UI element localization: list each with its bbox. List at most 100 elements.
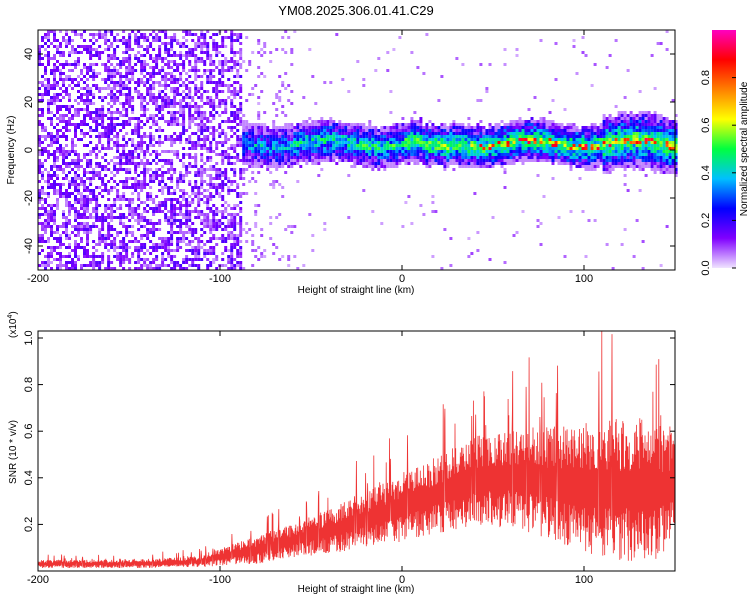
spectrogram-cell (422, 135, 426, 138)
spectrogram-cell (53, 159, 56, 162)
spectrogram-cell (419, 147, 423, 150)
spectrogram-cell (134, 42, 138, 45)
spectrogram-cell (77, 243, 80, 246)
spectrogram-cell (494, 132, 498, 135)
spectrogram-cell (353, 129, 357, 132)
spectrogram-cell (422, 213, 426, 216)
spectrogram-cell (425, 150, 429, 153)
spectrogram-cell (527, 147, 531, 150)
spectrogram-cell (134, 210, 138, 213)
spectrogram-cell (83, 213, 86, 216)
spectrogram-cell (362, 156, 366, 159)
spectrogram-cell (428, 129, 432, 132)
spectrogram-cell (236, 249, 240, 252)
spectrogram-cell (38, 60, 41, 63)
spectrogram-cell (185, 87, 189, 90)
spectrogram-cell (344, 153, 348, 156)
spectrogram-cell (551, 99, 555, 102)
spectrogram-cell (305, 162, 309, 165)
spectrogram-cell (524, 126, 528, 129)
spectrogram-cell (170, 204, 174, 207)
spectrogram-cell (464, 150, 468, 153)
spectrogram-cell (455, 147, 459, 150)
spectrogram-cell (242, 150, 246, 153)
spectrogram-cell (236, 159, 240, 162)
spectrogram-cell (233, 162, 237, 165)
spectrogram-cell (53, 126, 56, 129)
spectrogram-cell (566, 147, 570, 150)
spectrogram-cell (386, 165, 390, 168)
spectrogram-cell (137, 255, 141, 258)
spectrogram-cell (476, 99, 480, 102)
spectrogram-cell (233, 228, 237, 231)
spectrogram-cell (173, 210, 177, 213)
spectrogram-cell (86, 153, 89, 156)
spectrogram-cell (197, 75, 201, 78)
spectrogram-cell (71, 141, 74, 144)
spectrogram-cell (413, 147, 417, 150)
spectrogram-cell (512, 129, 516, 132)
spectrogram-cell (215, 183, 219, 186)
spectrogram-cell (524, 135, 528, 138)
spectrogram-cell (134, 147, 138, 150)
spectrogram-cell (590, 123, 594, 126)
spectrogram-cell (455, 159, 459, 162)
spectrogram-cell (452, 132, 456, 135)
spectrogram-cell (575, 165, 579, 168)
spectrogram-cell (68, 261, 71, 264)
spectrogram-cell (200, 174, 204, 177)
spectrogram-cell (182, 90, 186, 93)
spectrogram-cell (494, 141, 498, 144)
spectrogram-cell (134, 33, 138, 36)
spectrogram-cell (251, 156, 255, 159)
spectrogram-cell (71, 48, 74, 51)
spectrogram-cell (536, 138, 540, 141)
spectrogram-cell (317, 174, 321, 177)
spectrogram-cell (242, 192, 246, 195)
spectrogram-cell (182, 198, 186, 201)
spectrogram-cell (425, 126, 429, 129)
spectrogram-cell (137, 141, 141, 144)
spectrogram-cell (287, 162, 291, 165)
spectrogram-cell (143, 39, 147, 42)
spectrogram-cell (593, 147, 597, 150)
spectrogram-cell (299, 132, 303, 135)
spectrogram-cell (437, 141, 441, 144)
spectrogram-cell (146, 183, 150, 186)
spectrogram-cell (209, 177, 213, 180)
spectrogram-cell (356, 129, 360, 132)
spectrogram-cell (146, 168, 150, 171)
spectrogram-cell (470, 135, 474, 138)
spectrogram-cell (152, 228, 156, 231)
spectrogram-cell (557, 150, 561, 153)
spectrogram-cell (77, 222, 80, 225)
spectrogram-cell (119, 180, 123, 183)
spectrogram-cell (86, 186, 89, 189)
spectrogram-cell (152, 258, 156, 261)
spectrogram-cell (536, 150, 540, 153)
spectrogram-cell (68, 255, 71, 258)
spectrogram-cell (326, 132, 330, 135)
spectrogram-cell (353, 156, 357, 159)
spectrogram-cell (176, 207, 180, 210)
spectrogram-cell (491, 216, 495, 219)
spectrogram-cell (401, 156, 405, 159)
spectrogram-cell (176, 66, 180, 69)
spectrogram-cell (137, 165, 141, 168)
spectrogram-cell (404, 162, 408, 165)
spectrogram-cell (431, 129, 435, 132)
spectrogram-cell (59, 45, 62, 48)
spectrogram-cell (344, 132, 348, 135)
spectrogram-cell (191, 222, 195, 225)
spectrogram-cell (221, 129, 225, 132)
spectrogram-cell (533, 138, 537, 141)
spectrogram-cell (113, 72, 117, 75)
spectrogram-cell (551, 120, 555, 123)
spectrogram-cell (290, 90, 294, 93)
spectrogram-cell (125, 249, 129, 252)
spectrogram-cell (122, 63, 126, 66)
spectrogram-cell (155, 207, 159, 210)
spectrogram-cell (197, 39, 201, 42)
spectrogram-cell (188, 243, 192, 246)
spectrogram-cell (272, 129, 276, 132)
